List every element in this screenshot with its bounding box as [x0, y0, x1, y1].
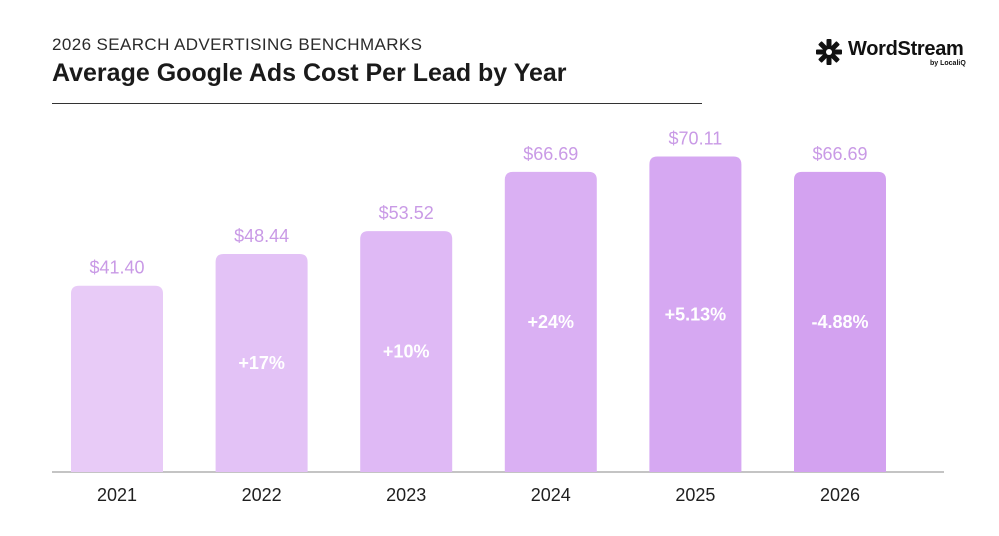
- change-label-2022: +17%: [238, 353, 285, 373]
- chart-title: Average Google Ads Cost Per Lead by Year: [52, 59, 567, 87]
- value-label-2025: $70.11: [669, 129, 723, 149]
- x-tick-label-2021: 2021: [97, 485, 137, 505]
- value-label-2026: $66.69: [812, 144, 867, 164]
- bar-2026: [794, 171, 886, 472]
- x-tick-label-2026: 2026: [820, 485, 860, 505]
- bar-2023: [360, 231, 453, 472]
- brand-logo: WordStream by LocaliQ: [815, 38, 975, 70]
- x-tick-label-2024: 2024: [531, 485, 571, 505]
- logo-wordmark: WordStream: [848, 38, 964, 60]
- logo-byline: by LocaliQ: [930, 60, 966, 67]
- bar-2024: [504, 171, 597, 472]
- value-label-2023: $53.52: [379, 203, 434, 223]
- change-label-2025: +5.13%: [665, 304, 727, 324]
- title-underline: [52, 103, 702, 104]
- x-tick-label-2025: 2025: [675, 485, 715, 505]
- x-tick-label-2022: 2022: [242, 485, 282, 505]
- value-label-2024: $66.69: [523, 144, 578, 164]
- bar-2021: [71, 285, 163, 472]
- chart-eyebrow: 2026 SEARCH ADVERTISING BENCHMARKS: [52, 35, 423, 54]
- asterisk-burst-icon: [816, 39, 842, 65]
- x-tick-label-2023: 2023: [386, 485, 426, 505]
- change-label-2024: +24%: [528, 312, 575, 332]
- value-label-2022: $48.44: [234, 226, 289, 246]
- bar-2022: [215, 254, 308, 472]
- change-label-2026: -4.88%: [811, 312, 868, 332]
- change-label-2023: +10%: [383, 342, 430, 362]
- bar-2025: [649, 156, 742, 472]
- value-label-2021: $41.40: [89, 258, 144, 278]
